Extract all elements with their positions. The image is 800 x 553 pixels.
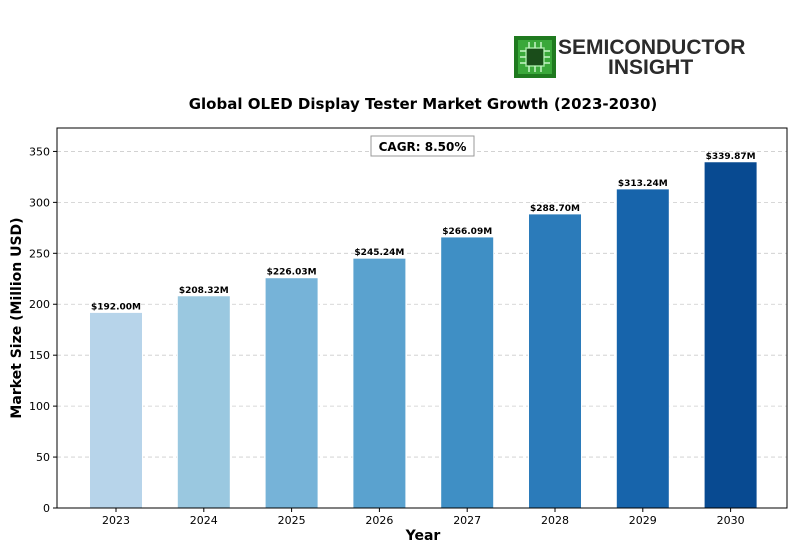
- y-tick-label: 300: [29, 196, 50, 209]
- y-tick-label: 100: [29, 400, 50, 413]
- bar-2030: [703, 161, 758, 509]
- x-tick-label: 2029: [629, 514, 657, 527]
- logo-line1: SEMICONDUCTOR: [558, 36, 745, 59]
- data-label-2023: $192.00M: [91, 302, 141, 312]
- y-tick-label: 350: [29, 145, 50, 158]
- data-label-2024: $208.32M: [179, 286, 229, 296]
- bar-2025: [264, 277, 319, 509]
- data-label-2030: $339.87M: [706, 152, 756, 162]
- data-labels: $192.00M $208.32M $226.03M $245.24M $266.09M…: [91, 152, 756, 313]
- x-axis-label: Year: [405, 528, 441, 544]
- bar-2023: [89, 311, 143, 509]
- gridlines: [57, 151, 787, 458]
- cagr-box: [370, 135, 475, 157]
- cagr-text: CAGR: 8.50%: [379, 140, 467, 154]
- y-tick-label: 250: [29, 247, 50, 260]
- x-tick-label: 2028: [541, 514, 569, 527]
- data-label-2026: $245.24M: [354, 248, 404, 258]
- data-label-2029: $313.24M: [618, 179, 668, 189]
- bar-2026: [352, 257, 407, 509]
- bar-2024: [176, 295, 231, 509]
- y-ticks: 0 50 100 150 200 250 300 350: [29, 145, 57, 515]
- bars: [89, 161, 758, 509]
- y-axis-label: Market Size (Million USD): [9, 217, 25, 418]
- y-tick-label: 150: [29, 349, 50, 362]
- y-tick-label: 50: [36, 451, 50, 464]
- x-tick-label: 2027: [453, 514, 481, 527]
- bar-2029: [615, 188, 670, 509]
- bar-2028: [528, 213, 582, 509]
- x-tick-label: 2025: [278, 514, 306, 527]
- data-label-2025: $226.03M: [267, 268, 317, 278]
- data-label-2027: $266.09M: [442, 227, 492, 237]
- logo-line2: INSIGHT: [608, 56, 693, 79]
- x-tick-label: 2023: [102, 514, 130, 527]
- x-tick-label: 2030: [717, 514, 745, 527]
- logo: SEMICONDUCTOR INSIGHT: [514, 36, 745, 79]
- x-tick-label: 2026: [365, 514, 393, 527]
- cagr-annotation: CAGR: 8.50%: [370, 135, 475, 157]
- bar-2027: [440, 236, 495, 509]
- x-tick-label: 2024: [190, 514, 218, 527]
- chip-icon: [514, 36, 556, 78]
- plot-frame: [56, 127, 788, 509]
- x-ticks: 2023 2024 2025 2026 2027 2028 2029 2030: [102, 508, 745, 527]
- y-tick-label: 0: [43, 502, 50, 515]
- chart-title: Global OLED Display Tester Market Growth…: [189, 95, 658, 113]
- data-label-2028: $288.70M: [530, 204, 580, 214]
- y-tick-label: 200: [29, 298, 50, 311]
